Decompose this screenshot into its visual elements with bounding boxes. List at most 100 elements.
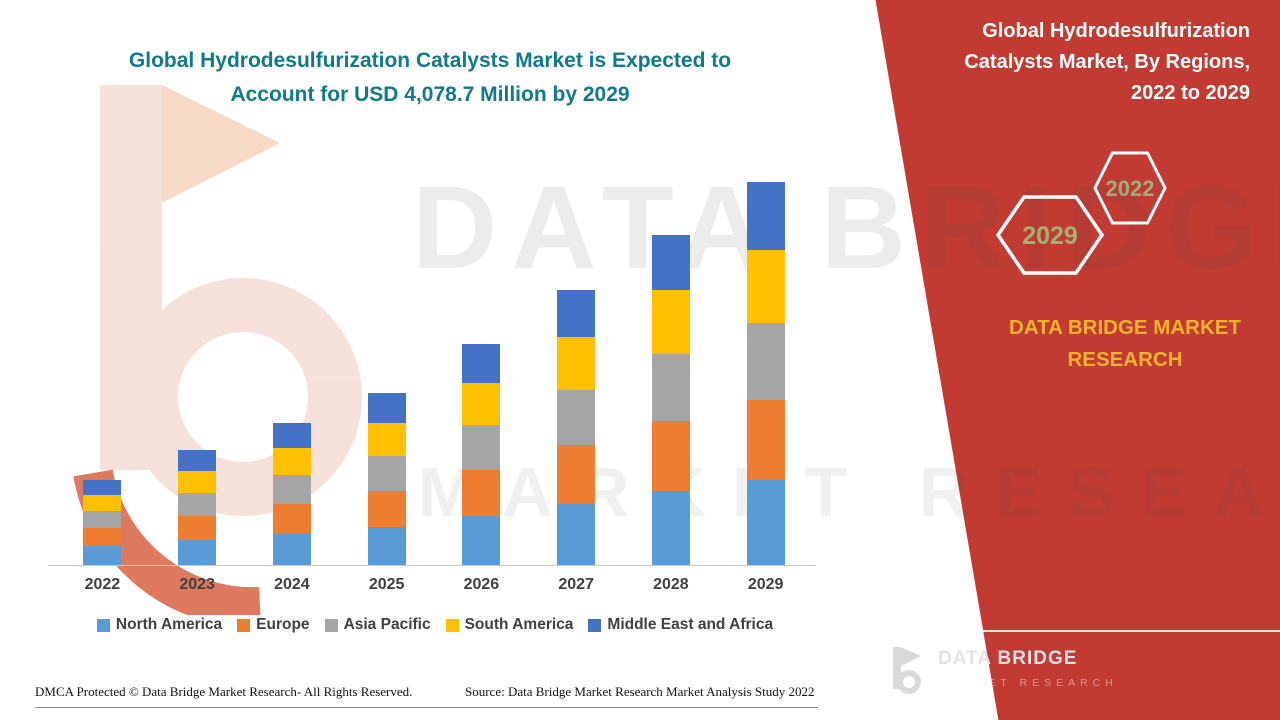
brand-logo-tagline: MARKET RESEARCH — [938, 677, 1118, 689]
x-label-2022: 2022 — [84, 576, 121, 593]
x-label-2027: 2027 — [558, 576, 594, 593]
bar-2029-middle-east-and-africa — [746, 182, 785, 250]
legend-item-middle-east-and-africa: Middle East and Africa — [588, 616, 773, 634]
chart-title: Global Hydrodesulfurization Catalysts Ma… — [80, 44, 780, 111]
dmca-notice: DMCA Protected © Data Bridge Market Rese… — [35, 684, 413, 699]
brand-logo-text: DATA BRIDGE MARKET RESEARCH — [938, 644, 1118, 689]
bar-slot-2027 — [529, 152, 624, 565]
x-label-2023: 2023 — [179, 576, 215, 593]
bar-2028-middle-east-and-africa — [651, 234, 690, 291]
hexagon-2022-icon — [1093, 151, 1167, 225]
legend-swatch-asia-pacific — [324, 618, 338, 632]
hexagon-2022-label: 2022 — [1106, 176, 1155, 201]
logo-flag — [162, 85, 280, 203]
legend-swatch-north-america — [96, 618, 110, 632]
bar-2024-north-america — [272, 533, 311, 565]
bar-2022-asia-pacific — [83, 511, 122, 529]
legend-item-asia-pacific: Asia Pacific — [324, 616, 431, 634]
brand-heading: DATA BRIDGE MARKET RESEARCH — [1009, 316, 1241, 371]
hexagon-2029-label: 2029 — [1022, 222, 1078, 250]
hexagon-2029-icon — [995, 195, 1105, 275]
brand-logo-name: DATA BRIDGE — [938, 648, 1078, 669]
year-hexagons: 2022 2029 — [995, 151, 1167, 275]
bar-2025-asia-pacific — [367, 456, 406, 491]
bar-2023-asia-pacific — [178, 492, 217, 516]
bar-2024 — [272, 423, 311, 565]
chart-legend: North America Europe Asia Pacific South Ame… — [40, 616, 830, 634]
bar-2025-south-america — [367, 423, 406, 457]
x-label-2024: 2024 — [274, 576, 310, 593]
legend-label-south-america: South America — [464, 616, 574, 633]
legend-swatch-europe — [237, 618, 251, 632]
source-note: Source: Data Bridge Market Research Mark… — [465, 684, 815, 699]
bar-2025-europe — [367, 490, 406, 527]
bar-slot-2026 — [434, 152, 529, 565]
bar-slot-2029 — [718, 152, 813, 565]
legend-item-north-america: North America — [96, 616, 223, 634]
x-label-2025: 2025 — [368, 576, 405, 593]
bar-2029 — [746, 182, 785, 565]
bar-2022-south-america — [83, 494, 122, 512]
bar-2027-south-america — [557, 336, 596, 390]
legend-label-north-america: North America — [115, 616, 223, 633]
bar-2025-middle-east-and-africa — [367, 393, 406, 424]
bar-2028-south-america — [651, 290, 690, 354]
bar-2022-middle-east-and-africa — [83, 479, 122, 495]
bar-2027-north-america — [557, 503, 596, 565]
legend-label-asia-pacific: Asia Pacific — [343, 616, 431, 633]
side-panel-title: Global Hydrodesulfurization Catalysts Ma… — [964, 20, 1250, 104]
bar-2025-north-america — [367, 527, 406, 565]
bar-slot-2028 — [624, 152, 719, 565]
bar-2024-south-america — [272, 448, 311, 476]
brand-logo: DATA BRIDGE MARKET RESEARCH — [888, 644, 1118, 700]
x-label-2029: 2029 — [747, 576, 784, 593]
bar-2026 — [462, 344, 501, 565]
bar-2025 — [367, 393, 406, 565]
bar-slot-2023 — [150, 152, 245, 565]
x-axis-labels: 2022 2023 2024 2025 2026 2027 2028 2029 — [55, 576, 813, 594]
bar-slot-2024 — [245, 152, 340, 565]
bar-2028-asia-pacific — [651, 353, 690, 421]
bar-2028-north-america — [651, 490, 690, 565]
bar-2026-middle-east-and-africa — [462, 344, 501, 383]
x-label-2026: 2026 — [463, 576, 500, 593]
chart-title-line2: Account for USD 4,078.7 Million by 2029 — [230, 82, 630, 106]
bar-2029-south-america — [746, 249, 785, 323]
bar-slot-2025 — [339, 152, 434, 565]
legend-label-middle-east-and-africa: Middle East and Africa — [607, 616, 774, 633]
bar-2029-europe — [746, 399, 785, 481]
bar-2028 — [651, 234, 690, 565]
panel-divider — [886, 630, 1280, 632]
bar-2026-south-america — [462, 382, 501, 426]
bar-2027-middle-east-and-africa — [557, 289, 596, 337]
legend-label-europe: Europe — [256, 616, 310, 633]
bar-2029-north-america — [746, 480, 785, 565]
bar-2024-asia-pacific — [272, 475, 311, 505]
watermark-line1: DATA BRIDGE — [412, 162, 1280, 294]
bar-2027-asia-pacific — [557, 389, 596, 446]
bar-2027 — [557, 289, 596, 565]
bar-2026-asia-pacific — [462, 425, 501, 470]
legend-item-europe: Europe — [237, 616, 310, 634]
stacked-bar-plot — [55, 152, 813, 565]
bar-2022-north-america — [83, 546, 122, 565]
chart-title-line1: Global Hydrodesulfurization Catalysts Ma… — [128, 49, 732, 72]
bar-2023 — [178, 450, 217, 565]
bar-2023-europe — [178, 515, 217, 540]
bar-2029-asia-pacific — [746, 322, 785, 400]
legend-swatch-middle-east-and-africa — [588, 618, 602, 632]
bar-2026-europe — [462, 469, 501, 517]
bar-2023-south-america — [178, 470, 217, 493]
legend-swatch-south-america — [445, 618, 459, 632]
logo-bowl — [124, 278, 362, 516]
bar-2026-north-america — [462, 516, 501, 565]
bar-slot-2022 — [55, 152, 150, 565]
bar-2024-europe — [272, 504, 311, 534]
bar-2028-europe — [651, 420, 690, 491]
bar-2023-north-america — [178, 539, 217, 565]
legend-item-south-america: South America — [445, 616, 574, 634]
bar-2024-middle-east-and-africa — [272, 423, 311, 449]
bar-2022-europe — [83, 528, 122, 547]
bar-2022 — [83, 479, 122, 565]
